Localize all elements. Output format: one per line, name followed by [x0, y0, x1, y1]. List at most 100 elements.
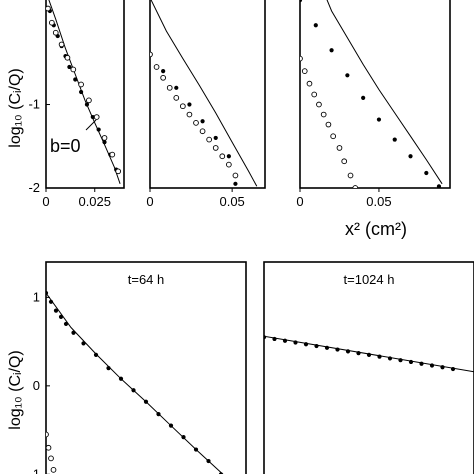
data-point-open: [206, 136, 212, 143]
axis-frame: [263, 261, 474, 474]
plot-area: [46, 290, 224, 474]
data-point-filled: [300, 0, 303, 3]
panel-bottom-2: t=1024 h: [263, 261, 474, 474]
data-point-open: [325, 121, 332, 128]
data-point-filled: [96, 127, 101, 132]
data-point-filled: [408, 359, 414, 365]
x-axis-label-top: x² (cm²): [345, 219, 407, 239]
data-point-open: [320, 111, 327, 118]
data-point-open: [316, 101, 322, 108]
data-point-filled: [366, 352, 372, 357]
x-tick-label: 0.025: [78, 194, 111, 209]
data-point-open: [109, 151, 116, 158]
data-point-filled: [46, 290, 49, 296]
plot-area: [264, 335, 474, 373]
y-axis-label-top: log₁₀ (Cᵢ/Q): [7, 68, 24, 147]
data-point-filled: [63, 321, 69, 327]
data-point-open: [101, 135, 108, 141]
data-point-open: [50, 467, 57, 473]
axis-frame: [45, 0, 125, 189]
y-tick-label: -2: [28, 180, 40, 195]
data-point-filled: [226, 154, 231, 159]
data-point-open: [52, 29, 59, 36]
data-point-filled: [293, 340, 298, 345]
x-tick-label: 0.05: [366, 194, 391, 209]
fit-line: [326, 0, 443, 185]
x-tick-label: 0: [146, 194, 153, 209]
axis-frame: [149, 0, 266, 189]
data-point-filled: [53, 308, 59, 313]
data-point-open: [226, 161, 232, 168]
data-point-filled: [356, 351, 361, 356]
data-point-open: [48, 455, 54, 462]
data-point-open: [46, 5, 51, 12]
data-point-open: [78, 81, 84, 88]
y-tick-label: -1: [28, 466, 40, 474]
data-point-filled: [48, 299, 54, 304]
data-point-filled: [408, 154, 413, 159]
data-point-open: [199, 128, 206, 135]
panel-top-2: 0 0.05: [146, 0, 266, 209]
data-point-filled: [58, 314, 64, 319]
data-point-filled: [131, 388, 136, 393]
x-tick-label: 0: [42, 194, 49, 209]
data-point-open: [347, 172, 354, 179]
data-point-filled: [436, 184, 442, 188]
plot-area: [150, 0, 258, 187]
data-point-filled: [272, 336, 277, 342]
data-point-filled: [361, 95, 366, 100]
data-point-open: [173, 94, 180, 101]
data-point-open: [48, 19, 55, 26]
data-point-filled: [187, 102, 192, 107]
data-point-filled: [90, 114, 95, 120]
data-point-open: [232, 172, 239, 179]
data-point-filled: [345, 349, 351, 354]
data-point-filled: [233, 181, 238, 186]
plot-area: [300, 0, 443, 188]
data-point-filled: [398, 358, 403, 363]
data-point-filled: [161, 69, 166, 74]
data-point-filled: [118, 376, 124, 381]
plot-area: [46, 0, 122, 184]
panel-bottom-1: 1 0 -1 t=64 h: [28, 261, 247, 474]
data-point-open: [46, 444, 52, 451]
panel-title: t=64 h: [128, 272, 165, 287]
fit-line: [46, 292, 224, 474]
axis-frame: [299, 0, 451, 189]
data-point-filled: [84, 102, 90, 107]
data-point-filled: [106, 366, 111, 371]
panel-top-3: 0 0.05: [296, 0, 451, 209]
y-axis-label-bottom: log₁₀ (Cᵢ/Q): [7, 350, 24, 429]
data-point-filled: [181, 435, 186, 440]
data-point-open: [46, 431, 49, 438]
y-tick-label: 0: [33, 378, 40, 393]
panel-top-1: 0 0.025 -2 -1: [28, 0, 125, 209]
data-point-filled: [335, 347, 340, 352]
data-point-filled: [314, 343, 319, 349]
data-point-open: [341, 158, 348, 165]
data-point-filled: [377, 354, 382, 359]
data-point-open: [93, 114, 100, 120]
data-point-filled: [264, 335, 267, 340]
data-point-filled: [200, 119, 205, 124]
data-point-open: [180, 103, 186, 110]
data-point-open: [166, 84, 173, 91]
data-point-open: [115, 168, 122, 175]
data-point-filled: [419, 361, 424, 366]
data-point-open: [306, 80, 313, 87]
data-point-filled: [303, 342, 309, 347]
data-point-filled: [213, 135, 218, 141]
data-point-filled: [376, 117, 382, 122]
axis-frame: [45, 261, 247, 474]
data-point-open: [86, 97, 92, 104]
y-tick-label: -1: [28, 97, 40, 112]
data-point-filled: [156, 412, 161, 417]
data-point-filled: [168, 423, 174, 428]
data-point-open: [301, 68, 308, 74]
data-point-open: [212, 145, 219, 151]
data-point-filled: [324, 345, 330, 350]
data-point-open: [150, 51, 153, 58]
data-point-filled: [81, 341, 86, 346]
data-point-open: [219, 153, 226, 160]
